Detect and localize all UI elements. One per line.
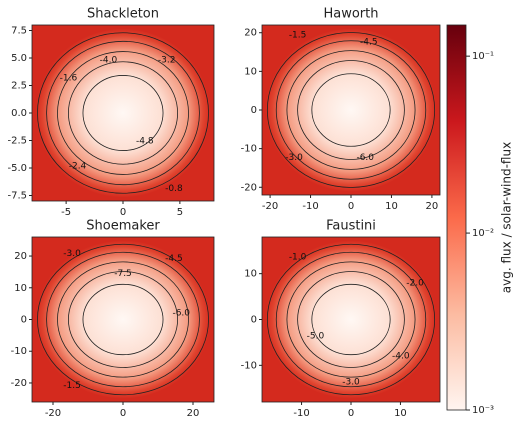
contour-line xyxy=(82,283,164,356)
x-tick-label: 0 xyxy=(348,408,354,419)
y-tick-label: -10 xyxy=(241,144,257,155)
x-tick-label: -20 xyxy=(262,201,278,212)
contour-line xyxy=(68,271,178,368)
contour-label: -1.5 xyxy=(63,381,81,391)
x-tick-label: 10 xyxy=(394,408,407,419)
panel-title: Shoemaker xyxy=(86,219,160,234)
contour-label: -4.8 xyxy=(136,137,154,147)
panel-title: Shackleton xyxy=(87,7,159,22)
contour-label: -4.0 xyxy=(392,351,410,361)
x-tick-label: -20 xyxy=(45,408,61,419)
contour-line xyxy=(297,271,405,368)
crater-field xyxy=(265,240,437,399)
y-tick-label: -10 xyxy=(241,360,257,371)
contour-line xyxy=(68,61,178,165)
y-tick-label: -5.0 xyxy=(7,163,27,174)
x-tick-label: 10 xyxy=(385,201,398,212)
colorbar-tick-label: 10⁻² xyxy=(472,228,494,239)
y-tick-label: 10 xyxy=(244,269,257,280)
panel: Shoemaker -20 0 20 -20 -10 0 10 20 -3.0 -4.5 -7.5 -6… xyxy=(11,219,215,419)
y-tick-label: 2.5 xyxy=(11,81,27,92)
contour-line xyxy=(311,73,391,147)
contour-label: -6.0 xyxy=(172,308,190,318)
contour-label: -6.0 xyxy=(356,153,374,163)
contour-line xyxy=(266,243,436,396)
x-tick-label: 5 xyxy=(177,207,183,218)
contour-line xyxy=(297,60,405,160)
panel-title: Haworth xyxy=(323,7,378,22)
crater-field xyxy=(265,28,437,192)
contour-line xyxy=(82,75,164,151)
y-tick-label: 7.5 xyxy=(11,26,27,37)
y-tick-label: 0 xyxy=(251,105,257,116)
contour-label: -1.5 xyxy=(289,31,307,41)
x-tick-label: 0 xyxy=(120,408,126,419)
x-tick-label: 0 xyxy=(120,207,126,218)
contour-label: -4.0 xyxy=(100,56,118,66)
contour-line xyxy=(266,32,436,188)
contour-line xyxy=(311,283,391,356)
contour-label: -4.5 xyxy=(360,38,378,48)
contour-line xyxy=(46,40,200,186)
y-tick-label: 20 xyxy=(14,251,27,262)
colorbar-label: avg. flux / solar-wind-flux xyxy=(500,142,514,293)
y-tick-label: 10 xyxy=(14,283,27,294)
contour-line xyxy=(57,261,189,378)
contour-label: -4.5 xyxy=(165,254,183,264)
contour-line xyxy=(286,261,416,378)
contour-label: -2.0 xyxy=(406,279,424,289)
x-tick-label: 0 xyxy=(348,201,354,212)
panel: Shackleton -5 0 5 -7.5 -5.0 -2.5 0.0 2.5 5.0 7.5 -1… xyxy=(7,7,215,218)
panel: Haworth -20 -10 0 10 20 -20 -10 0 10 20 -1.5 -4.5 -3.… xyxy=(241,7,441,212)
contour-label: -7.5 xyxy=(114,269,132,279)
x-tick-label: -5 xyxy=(61,207,71,218)
contour-line xyxy=(46,251,200,388)
y-tick-label: -2.5 xyxy=(7,136,27,147)
panel-title: Faustini xyxy=(326,219,376,234)
x-tick-label: -10 xyxy=(293,408,309,419)
x-tick-label: 20 xyxy=(187,408,200,419)
colorbar xyxy=(446,24,467,411)
contour-line xyxy=(275,251,427,388)
colorbar-tick-label: 10⁻¹ xyxy=(472,51,494,62)
x-tick-label: -10 xyxy=(302,201,318,212)
y-tick-label: 5.0 xyxy=(11,53,27,64)
colorbar-tick-label: 10⁻³ xyxy=(472,405,494,416)
x-tick-label: 20 xyxy=(426,201,439,212)
contour-line xyxy=(57,51,189,175)
y-tick-label: -10 xyxy=(11,346,27,357)
contour-label: -1.0 xyxy=(289,252,307,262)
y-tick-label: 0 xyxy=(251,315,257,326)
contour-label: -3.0 xyxy=(342,378,360,388)
contour-label: -2.4 xyxy=(69,161,87,171)
contour-label: -3.0 xyxy=(63,249,81,259)
y-tick-label: 20 xyxy=(244,28,257,39)
contour-label: -1.6 xyxy=(60,73,78,83)
contour-label: -3.2 xyxy=(158,56,176,66)
y-tick-label: -20 xyxy=(11,378,27,389)
crater-field xyxy=(35,28,211,198)
contour-line xyxy=(286,50,416,170)
contour-label: -3.0 xyxy=(285,153,303,163)
crater-field xyxy=(35,240,211,399)
contour-line xyxy=(37,32,209,194)
y-tick-label: -7.5 xyxy=(7,191,27,202)
y-tick-label: -20 xyxy=(241,182,257,193)
y-tick-label: 0.0 xyxy=(11,108,27,119)
panel: Faustini -10 0 10 -10 0 10 -1.0 -2.0 -5.0 -4.0 -3.0 xyxy=(241,219,441,419)
contour-label: -5.0 xyxy=(307,332,325,342)
contour-label: -0.8 xyxy=(165,184,183,194)
contour-line xyxy=(37,243,209,396)
y-tick-label: 10 xyxy=(244,66,257,77)
y-tick-label: 0 xyxy=(21,315,27,326)
contour-line xyxy=(275,40,427,180)
